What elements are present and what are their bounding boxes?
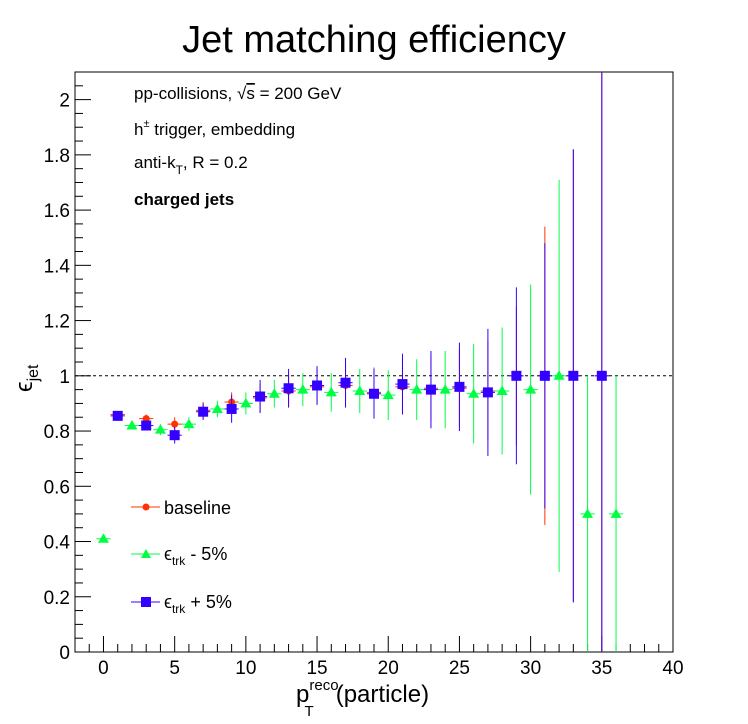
data-point [171,420,179,428]
legend-entry-baseline: baseline [131,498,231,518]
data-point [382,389,394,400]
data-point [325,386,337,397]
data-point [582,508,594,518]
x-tick-label: 30 [520,658,541,679]
y-tick-label: 1.6 [44,201,70,222]
y-axis-ticks: 0 0.2 0.4 0.6 0.8 1 1.2 1.4 1.6 1.8 2 [44,71,91,664]
annotation-algorithm: anti-kT, R = 0.2 [134,153,248,177]
y-axis-title: ϵjet [11,364,42,392]
legend-label-baseline: baseline [164,498,231,518]
y-tick-label: 0.8 [44,422,70,443]
legend-entry-trk-plus: ϵtrk + 5% [131,592,232,616]
x-axis-ticks: 0 5 10 15 20 25 30 35 40 [74,636,684,679]
y-tick-label: 1.8 [44,146,70,167]
data-point [354,385,366,395]
x-tick-label: 5 [169,658,180,679]
data-point [268,388,280,398]
x-tick-label: 0 [98,658,109,679]
y-tick-label: 0 [59,643,70,664]
data-point [482,387,493,398]
data-point [568,370,579,381]
data-point [169,430,180,441]
series-trk_minus [96,179,624,652]
annotation-jet-type: charged jets [134,190,234,209]
data-point [525,384,537,394]
data-series [96,72,624,652]
legend-marker-baseline [142,503,150,511]
data-point [112,410,123,421]
annotation-block: pp-collisions, √s = 200 GeV h± trigger, … [134,84,342,209]
legend-marker-trk-minus [141,549,151,558]
x-tick-label: 10 [235,658,256,679]
data-point [454,381,465,392]
data-point [425,384,436,395]
data-point [468,388,480,398]
data-point [211,403,223,413]
data-point [141,420,152,431]
data-point [283,383,294,394]
data-point [511,370,522,381]
data-point [154,424,166,434]
data-point [439,384,451,394]
x-tick-label: 15 [306,658,327,679]
legend-marker-trk-plus [141,597,151,607]
data-point [183,418,195,429]
legend-entry-trk-minus: ϵtrk - 5% [131,544,227,568]
data-point [553,370,565,380]
x-tick-label: 20 [378,658,399,679]
data-point [496,385,508,395]
x-axis-title: preco T(particle) [296,677,429,720]
data-point [610,508,622,518]
y-tick-label: 1 [59,367,70,388]
y-tick-label: 1.2 [44,312,70,333]
x-tick-label: 25 [449,658,470,679]
data-point [596,370,607,381]
y-tick-label: 2 [59,91,70,112]
data-point [240,397,252,408]
data-point [397,379,408,390]
x-tick-label: 40 [662,658,683,679]
data-point [539,370,550,381]
annotation-trigger: h± trigger, embedding [134,118,295,139]
annotation-collisions: pp-collisions, √s = 200 GeV [134,84,342,103]
y-tick-label: 1.4 [44,256,71,277]
x-tick-label: 35 [591,658,612,679]
y-tick-label: 0.4 [44,533,71,554]
data-point [126,420,138,430]
data-point [369,388,379,399]
data-point [198,406,209,417]
legend-label-trk-minus: ϵtrk - 5% [164,544,227,568]
y-tick-label: 0.6 [44,477,70,498]
data-point [340,377,351,388]
data-point [411,384,423,394]
y-tick-label: 0.2 [44,588,70,609]
legend: baseline ϵtrk - 5% ϵtrk + 5% [131,498,232,616]
chart-title: Jet matching efficiency [182,19,566,61]
data-point [297,384,309,394]
data-point [142,415,150,423]
legend-label-trk-plus: ϵtrk + 5% [164,592,232,616]
data-point [312,380,323,391]
series-trk_plus [110,72,609,652]
data-point [255,391,266,402]
data-point [226,403,237,414]
data-point [97,533,109,543]
